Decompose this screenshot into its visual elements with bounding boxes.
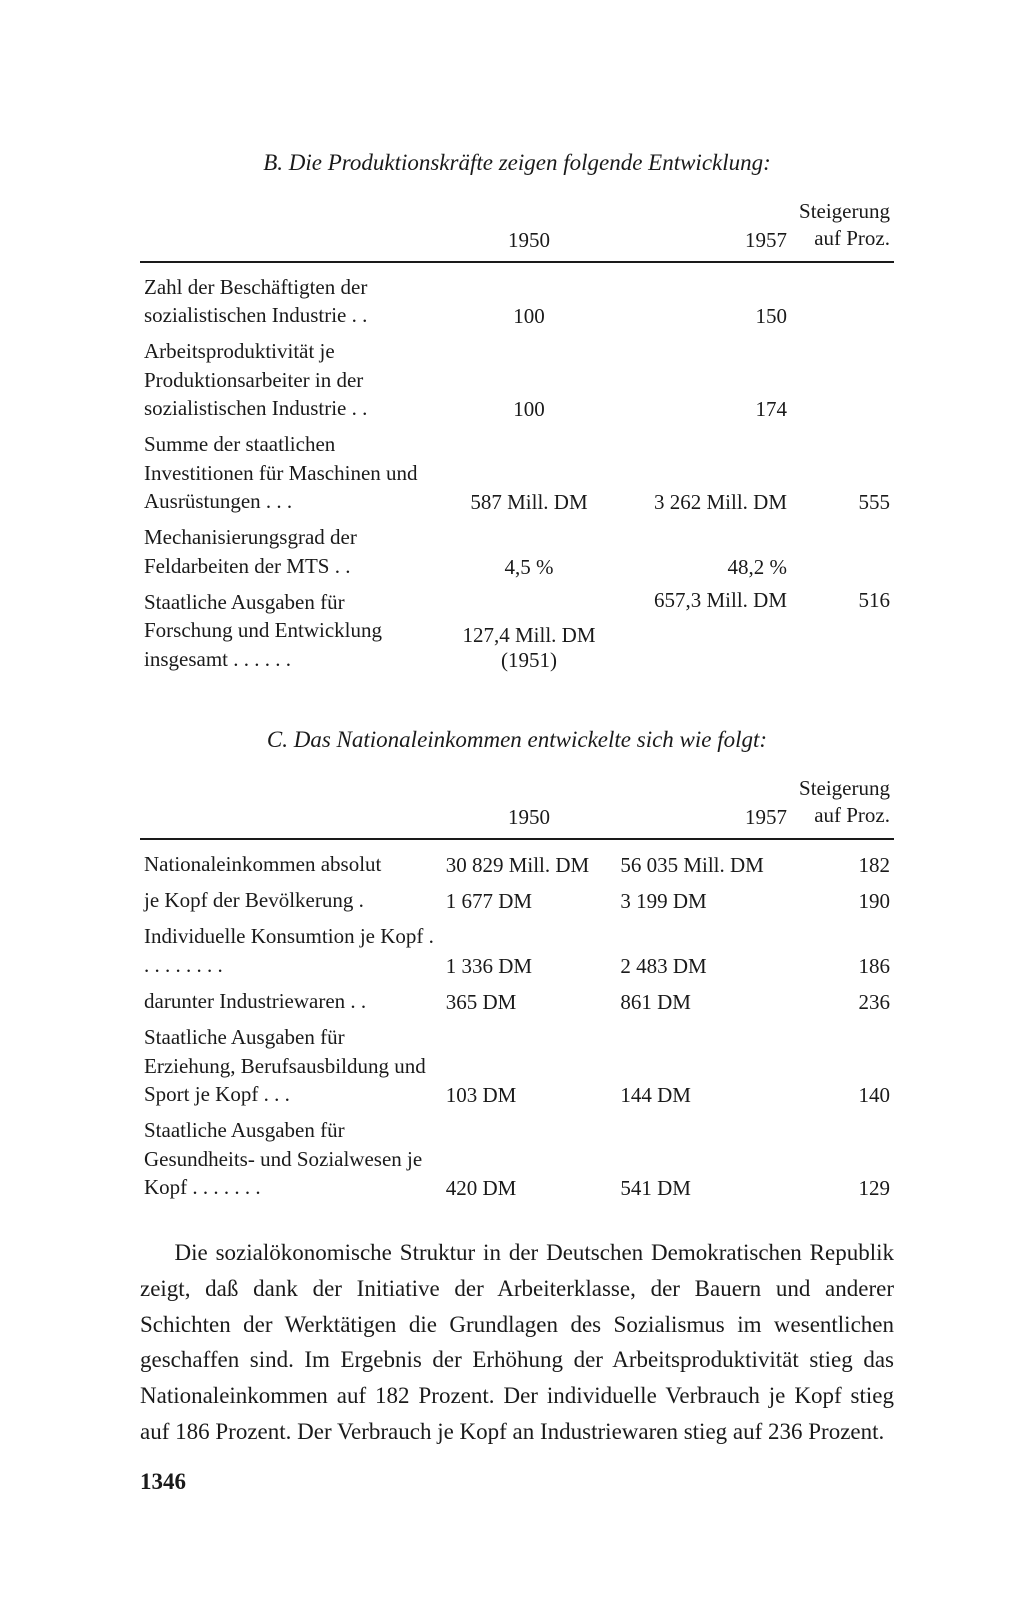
table-row: Zahl der Beschäftigten der sozialistisch… <box>140 269 894 334</box>
section-b-title: B. Die Produktionskräfte zeigen folgende… <box>140 150 894 176</box>
table-b-header-increase-l2: auf Proz. <box>814 226 890 250</box>
row-1957: 3 199 DM <box>616 882 791 918</box>
row-label: Mechanisierungsgrad der Feldarbeiten der… <box>140 519 442 584</box>
table-row: Mechanisierungsgrad der Feldarbeiten der… <box>140 519 894 584</box>
row-label: Individuelle Konsumtion je Kopf . . . . … <box>140 918 442 983</box>
table-b-header-blank <box>140 196 442 262</box>
table-b-header-1957: 1957 <box>616 196 791 262</box>
row-1957: 56 035 Mill. DM <box>616 846 791 882</box>
table-b-rule <box>140 262 894 269</box>
row-label: Summe der staatlichen Investitionen für … <box>140 426 442 519</box>
row-label: Staatliche Ausgaben für Gesundheits- und… <box>140 1112 442 1205</box>
table-c-header-increase-l2: auf Proz. <box>814 803 890 827</box>
row-label: Arbeitsproduktivität je Produktionsarbei… <box>140 333 442 426</box>
row-label: Staatliche Ausgaben für Forschung und En… <box>140 584 442 677</box>
table-row: Staatliche Ausgaben für Forschung und En… <box>140 584 894 677</box>
section-c-title: C. Das Nationaleinkommen entwickelte sic… <box>140 727 894 753</box>
table-row: darunter Industriewaren . . 365 DM 861 D… <box>140 983 894 1019</box>
page-number: 1346 <box>140 1469 186 1495</box>
page: B. Die Produktionskräfte zeigen folgende… <box>0 0 1024 1605</box>
row-increase: 129 <box>791 1112 894 1205</box>
row-increase: 186 <box>791 918 894 983</box>
row-label: Zahl der Beschäftigten der sozialistisch… <box>140 269 442 334</box>
row-increase <box>791 269 894 334</box>
row-increase <box>791 519 894 584</box>
table-row: Staatliche Ausgaben für Gesundheits- und… <box>140 1112 894 1205</box>
row-1957: 150 <box>616 269 791 334</box>
row-1950: 1 677 DM <box>442 882 617 918</box>
row-1957: 174 <box>616 333 791 426</box>
body-paragraph: Die sozialökonomische Struktur in der De… <box>140 1235 894 1449</box>
row-1950: 420 DM <box>442 1112 617 1205</box>
table-row: Individuelle Konsumtion je Kopf . . . . … <box>140 918 894 983</box>
row-increase: 140 <box>791 1019 894 1112</box>
row-1957: 657,3 Mill. DM <box>616 584 791 677</box>
table-b-header-increase: Steigerung auf Proz. <box>791 196 894 262</box>
row-1950: 103 DM <box>442 1019 617 1112</box>
table-b-header-1950: 1950 <box>442 196 617 262</box>
row-increase: 555 <box>791 426 894 519</box>
row-1950: 100 <box>442 269 617 334</box>
row-subnote: (1951) <box>501 648 557 672</box>
table-c-header-blank <box>140 773 442 839</box>
row-1957: 541 DM <box>616 1112 791 1205</box>
table-row: Summe der staatlichen Investitionen für … <box>140 426 894 519</box>
row-1950: 1 336 DM <box>442 918 617 983</box>
row-1950-value: 127,4 Mill. DM <box>463 623 596 647</box>
row-label: Nationaleinkommen absolut <box>140 846 442 882</box>
table-c-header-row: 1950 1957 Steigerung auf Proz. <box>140 773 894 839</box>
row-1950: 30 829 Mill. DM <box>442 846 617 882</box>
table-row: Staatliche Ausgaben für Erziehung, Beruf… <box>140 1019 894 1112</box>
table-b-header-increase-l1: Steigerung <box>799 199 890 223</box>
table-c-header-1950: 1950 <box>442 773 617 839</box>
row-label: je Kopf der Bevölkerung . <box>140 882 442 918</box>
table-row: je Kopf der Bevölkerung . 1 677 DM 3 199… <box>140 882 894 918</box>
row-1950: 100 <box>442 333 617 426</box>
table-b-header-row: 1950 1957 Steigerung auf Proz. <box>140 196 894 262</box>
row-1950: 127,4 Mill. DM (1951) <box>442 584 617 677</box>
row-1950: 365 DM <box>442 983 617 1019</box>
row-increase: 182 <box>791 846 894 882</box>
table-c-header-increase-l1: Steigerung <box>799 776 890 800</box>
row-1950: 4,5 % <box>442 519 617 584</box>
row-1957: 3 262 Mill. DM <box>616 426 791 519</box>
row-1950: 587 Mill. DM <box>442 426 617 519</box>
row-1957: 2 483 DM <box>616 918 791 983</box>
table-c-header-1957: 1957 <box>616 773 791 839</box>
table-row: Nationaleinkommen absolut 30 829 Mill. D… <box>140 846 894 882</box>
row-label: Staatliche Ausgaben für Erziehung, Beruf… <box>140 1019 442 1112</box>
table-c-header-increase: Steigerung auf Proz. <box>791 773 894 839</box>
row-increase <box>791 333 894 426</box>
table-c: 1950 1957 Steigerung auf Proz. Nationale… <box>140 773 894 1205</box>
row-1957: 48,2 % <box>616 519 791 584</box>
row-increase: 190 <box>791 882 894 918</box>
row-increase: 516 <box>791 584 894 677</box>
table-b: 1950 1957 Steigerung auf Proz. Zahl der … <box>140 196 894 677</box>
row-label: darunter Industriewaren . . <box>140 983 442 1019</box>
row-increase: 236 <box>791 983 894 1019</box>
table-c-rule <box>140 839 894 846</box>
table-row: Arbeitsproduktivität je Produktionsarbei… <box>140 333 894 426</box>
row-1957: 144 DM <box>616 1019 791 1112</box>
row-1957: 861 DM <box>616 983 791 1019</box>
